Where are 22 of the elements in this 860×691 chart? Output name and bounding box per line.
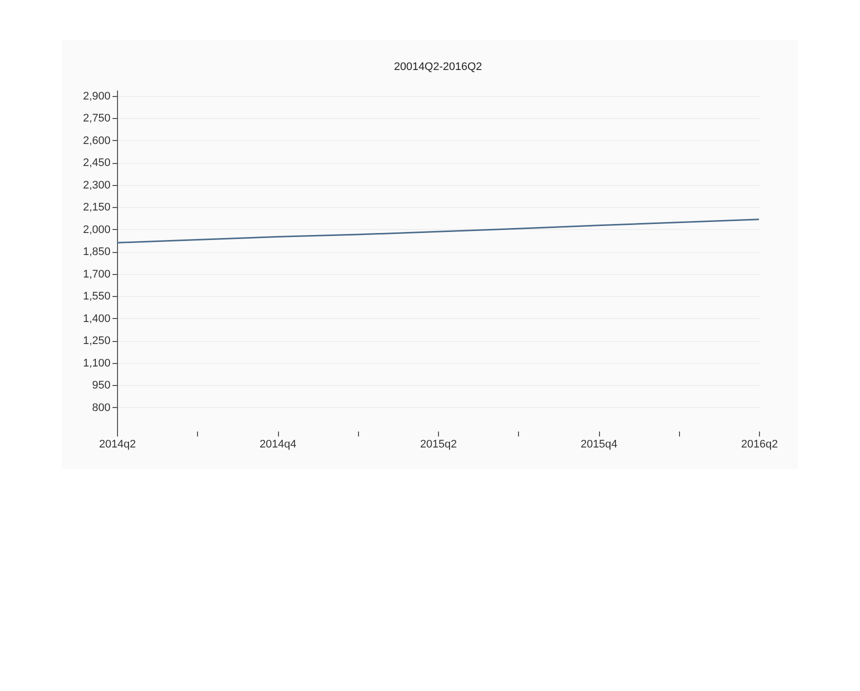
y-tick-label: 2,450 [82,157,110,170]
y-tick-label: 2,300 [82,179,110,192]
y-tick-label: 1,550 [82,290,110,303]
y-tick-label: 2,600 [82,134,110,147]
y-tick-label: 1,700 [82,268,110,280]
x-tick-label: 2014q4 [260,438,296,450]
y-tick-label: 1,850 [82,246,110,258]
x-tick-label: 2015q4 [580,438,618,450]
x-tick-label: 2016q2 [741,438,778,450]
chart-title: 20014Q2-2016Q2 [394,60,482,73]
y-tick-label: 800 [92,402,110,414]
line-series [116,218,760,244]
y-tick-label: 2,900 [82,90,110,102]
y-tick-label: 2,000 [82,224,110,236]
y-tick-label: 1,250 [82,335,110,348]
y-tick-label: 950 [92,380,110,392]
x-tick-label: 2015q2 [420,438,457,450]
y-tick-label: 2,150 [82,202,110,214]
x-tick-label: 2014q2 [99,438,136,450]
y-tick-label: 1,100 [82,357,110,370]
y-tick-label: 1,400 [82,312,110,325]
y-tick-label: 2,750 [82,112,110,125]
